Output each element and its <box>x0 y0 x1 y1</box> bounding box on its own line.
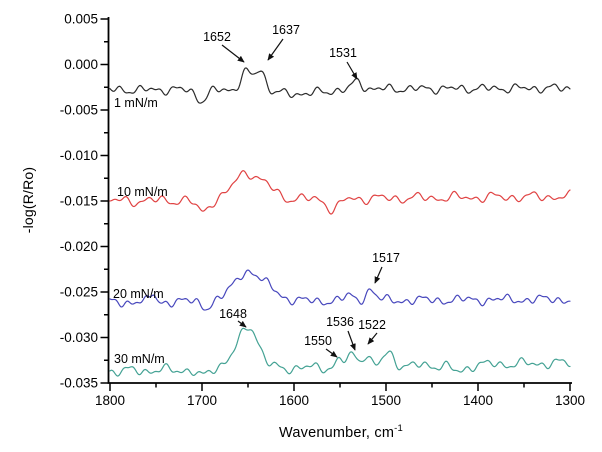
series-label-30-mN-m: 30 mN/m <box>114 352 165 366</box>
annotation-arrow-1536 <box>347 330 356 351</box>
y-tick-label: -0.005 <box>60 103 98 118</box>
y-tick-label: 0.000 <box>64 57 98 72</box>
annotation-arrow-1652 <box>221 44 245 63</box>
x-tick-label: 1300 <box>555 393 585 408</box>
annotation-arrow-1531 <box>346 61 358 80</box>
spectrum-curve-10-mN-m <box>109 170 571 215</box>
annotation-label-1648: 1648 <box>219 307 247 321</box>
annotation-arrow-1550 <box>325 348 338 358</box>
y-tick-label: -0.015 <box>60 194 98 209</box>
x-tick-label: 1600 <box>279 393 309 408</box>
annotation-label-1550: 1550 <box>304 334 332 348</box>
y-tick-label: 0.005 <box>64 12 98 27</box>
annotation-arrow-1517 <box>374 266 383 284</box>
annotation-arrow-1522 <box>367 332 378 345</box>
y-tick-label: -0.025 <box>60 285 98 300</box>
y-tick-label: -0.035 <box>60 376 98 391</box>
annotation-label-1652: 1652 <box>203 30 231 44</box>
x-tick-label: 1400 <box>463 393 493 408</box>
annotation-arrow-1637 <box>267 38 284 61</box>
series-label-10-mN-m: 10 mN/m <box>117 185 168 199</box>
spectrum-curve-1-mN-m <box>109 67 571 104</box>
spectrum-curve-30-mN-m <box>109 327 571 377</box>
x-axis-title-superscript: -1 <box>394 423 403 434</box>
series-label-1-mN-m: 1 mN/m <box>114 96 158 110</box>
annotation-arrow-1648 <box>237 320 247 328</box>
annotation-label-1531: 1531 <box>329 46 357 60</box>
spectrum-curve-20-mN-m <box>109 269 571 311</box>
annotation-label-1517: 1517 <box>372 251 400 265</box>
x-tick-label: 1700 <box>187 393 217 408</box>
annotation-label-1522: 1522 <box>358 318 386 332</box>
x-tick-label: 1800 <box>95 393 125 408</box>
annotation-label-1536: 1536 <box>326 315 354 329</box>
x-tick-label: 1500 <box>371 393 401 408</box>
series-label-20-mN-m: 20 mN/m <box>113 287 164 301</box>
y-tick-label: -0.010 <box>60 148 98 163</box>
x-axis-title: Wavenumber, cm-1 <box>241 423 441 441</box>
y-tick-label: -0.020 <box>60 239 98 254</box>
annotation-label-1637: 1637 <box>272 23 300 37</box>
y-axis-title: -log(R/Ro) <box>20 166 36 234</box>
x-axis-title-text: Wavenumber, cm <box>279 424 395 441</box>
y-tick-label: -0.030 <box>60 330 98 345</box>
